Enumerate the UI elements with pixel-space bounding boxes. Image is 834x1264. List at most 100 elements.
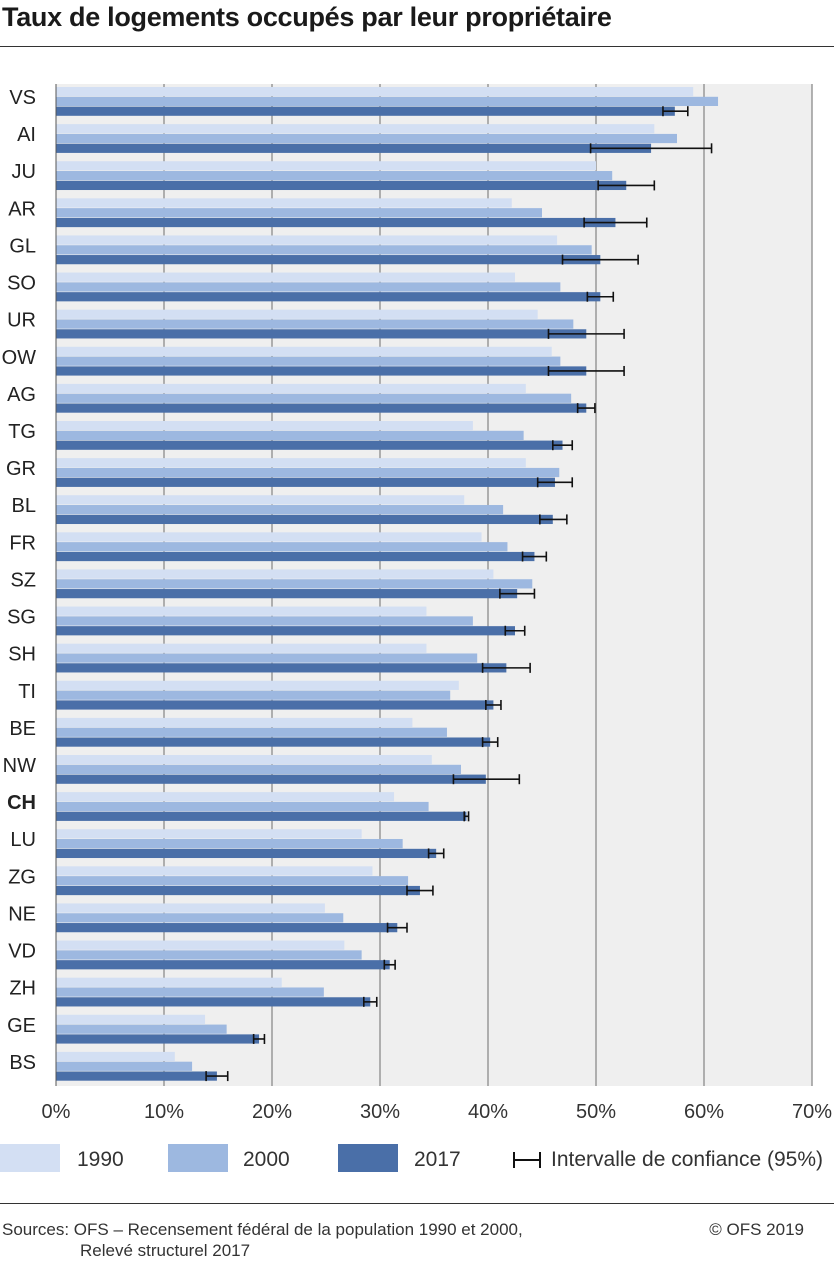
bar-2017-vd <box>56 960 390 970</box>
x-tick-label: 10% <box>144 1101 184 1123</box>
bar-1990-ar <box>56 198 512 208</box>
footer-divider <box>0 1203 834 1204</box>
legend-swatch-2000 <box>168 1144 228 1172</box>
bar-2017-ch <box>56 811 467 821</box>
bar-1990-ti <box>56 680 459 690</box>
category-label-gr: GR <box>6 458 36 480</box>
bar-1990-nw <box>56 755 432 765</box>
bar-2000-ju <box>56 171 613 181</box>
category-label-ar: AR <box>8 198 36 220</box>
bar-2017-tg <box>56 440 563 450</box>
bar-2017-fr <box>56 551 535 562</box>
x-tick-label: 0% <box>42 1101 71 1123</box>
bar-2000-zh <box>56 987 324 997</box>
bar-2000-gl <box>56 245 592 255</box>
bar-2000-ge <box>56 1024 227 1034</box>
bar-1990-ag <box>56 383 526 394</box>
legend: 1990 2000 2017 Intervalle de confiance (… <box>0 1140 834 1180</box>
bar-2017-gl <box>56 255 601 265</box>
x-tick-label: 50% <box>576 1101 616 1123</box>
bar-1990-ai <box>56 124 655 134</box>
bar-1990-vs <box>56 87 694 97</box>
bar-2000-ai <box>56 133 677 144</box>
bar-1990-ne <box>56 903 325 913</box>
bar-1990-lu <box>56 829 362 839</box>
category-label-ow: OW <box>2 347 37 369</box>
category-label-zg: ZG <box>8 866 36 888</box>
category-label-bs: BS <box>9 1052 36 1074</box>
bar-2000-zg <box>56 876 409 886</box>
bar-1990-ch <box>56 792 395 802</box>
bar-2000-sh <box>56 653 478 663</box>
bar-2000-sg <box>56 616 473 626</box>
legend-swatch-1990 <box>0 1144 60 1172</box>
bar-2017-ar <box>56 217 616 228</box>
bar-2000-so <box>56 282 561 292</box>
bar-2000-be <box>56 727 447 737</box>
copyright: © OFS 2019 <box>709 1220 804 1239</box>
bar-1990-zg <box>56 866 373 876</box>
bar-1990-tg <box>56 421 473 431</box>
bar-2000-ar <box>56 208 542 218</box>
bar-2017-vs <box>56 106 675 116</box>
x-tick-label: 20% <box>252 1101 292 1123</box>
bar-2017-ai <box>56 143 652 153</box>
category-label-ne: NE <box>8 903 36 925</box>
category-label-sg: SG <box>7 607 36 629</box>
bar-2000-ur <box>56 319 574 329</box>
bar-2017-ag <box>56 403 587 413</box>
bar-2017-nw <box>56 774 486 784</box>
title-divider <box>0 46 834 47</box>
bar-1990-so <box>56 272 515 282</box>
bar-2017-lu <box>56 848 437 859</box>
bar-1990-sg <box>56 606 427 616</box>
category-label-gl: GL <box>9 235 36 257</box>
category-label-vs: VS <box>9 87 36 109</box>
x-tick-label: 60% <box>684 1101 724 1123</box>
chart-title: Taux de logements occupés par leur propr… <box>2 2 612 32</box>
bar-2000-gr <box>56 467 560 478</box>
bar-2000-vs <box>56 96 719 106</box>
bar-1990-vd <box>56 940 345 950</box>
bar-1990-sh <box>56 643 427 653</box>
category-label-sh: SH <box>8 644 36 666</box>
legend-label-2000: 2000 <box>243 1148 290 1171</box>
category-label-ch: CH <box>7 792 36 814</box>
bar-1990-gr <box>56 458 526 468</box>
x-tick-label: 30% <box>360 1101 400 1123</box>
bar-1990-ju <box>56 161 596 171</box>
category-label-sz: SZ <box>10 569 36 591</box>
bar-2000-ch <box>56 801 429 812</box>
bar-2000-fr <box>56 542 508 552</box>
sources-line-2: Relevé structurel 2017 <box>80 1241 251 1260</box>
bar-2017-so <box>56 292 601 302</box>
category-label-ai: AI <box>17 124 36 146</box>
bar-2017-bs <box>56 1071 217 1081</box>
bar-2000-ti <box>56 690 451 700</box>
bar-1990-be <box>56 717 413 728</box>
bar-1990-fr <box>56 532 482 542</box>
category-label-fr: FR <box>9 532 36 554</box>
category-label-lu: LU <box>10 829 36 851</box>
bar-2017-ju <box>56 180 627 191</box>
category-label-ag: AG <box>7 384 36 406</box>
bar-2000-tg <box>56 430 524 440</box>
sources-line-1: Sources: OFS – Recensement fédéral de la… <box>2 1220 523 1239</box>
category-label-ju: JU <box>12 161 36 183</box>
bar-2017-sg <box>56 626 515 636</box>
category-label-vd: VD <box>8 941 36 963</box>
bar-2000-ne <box>56 913 344 923</box>
bar-2017-sh <box>56 663 507 673</box>
bar-1990-gl <box>56 235 558 245</box>
bar-2000-ow <box>56 356 561 366</box>
confidence-interval-icon <box>513 1152 541 1168</box>
legend-label-1990: 1990 <box>77 1148 124 1171</box>
bar-2017-be <box>56 737 491 747</box>
bar-1990-ge <box>56 1014 206 1024</box>
bar-2017-gr <box>56 477 555 487</box>
bar-2000-vd <box>56 950 362 960</box>
x-tick-label: 40% <box>468 1101 508 1123</box>
bar-1990-ow <box>56 346 552 356</box>
x-tick-label: 70% <box>792 1101 832 1123</box>
bar-2017-zg <box>56 885 420 896</box>
